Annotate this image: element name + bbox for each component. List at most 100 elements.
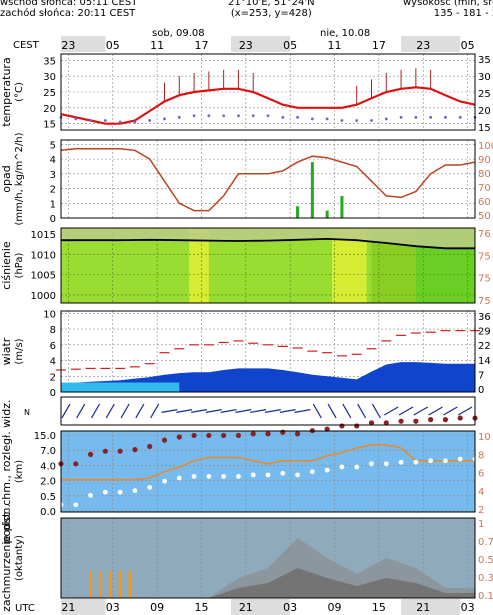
cloud-top-point [117,448,123,454]
y-tick-label: 4.0 [40,461,56,472]
cloud-base-point [324,467,330,473]
top-hour-tick: 11 [150,39,164,52]
y-tick-label-right: 0.3 [478,573,493,584]
cloud-base-point [206,474,212,479]
sun-info: wschód słońca: 05:11 CEST zachód słońca:… [0,0,137,19]
y-tick-label: 1000 [31,291,56,302]
y-tick-label-right: 20 [478,106,491,117]
dewpoint-point [370,119,373,122]
y-tick-label-right: 2 [478,505,484,516]
y-axis-unit: (°C) [14,82,25,102]
panel-border [60,139,476,219]
wind-arrow [413,406,429,416]
dewpoint-point [429,115,433,119]
bottom-hour-tick: 21 [61,601,75,614]
night-band [401,599,461,615]
y-tick-label-right: 6 [478,469,484,480]
y-tick-label-right: 76 [478,229,491,240]
cloud-top-point [383,420,389,426]
cloud-top-point [87,451,94,457]
cloud-base-point [221,474,227,479]
cloud-top-point [457,415,463,421]
y-axis-label: ciśnienie [0,241,13,290]
wind-arrow [161,409,178,413]
y-axis-unit: (hPa) [14,252,25,278]
top-hour-tick: 17 [372,39,386,52]
cloud-base-point [147,485,153,490]
cloud-top-point [102,448,108,454]
cloud-top-point [428,417,434,423]
wind-arrow [135,403,145,419]
cloud-low-bar [89,571,93,598]
wind-fill-light [61,382,180,392]
bottom-hour-tick: 15 [372,601,386,614]
panel-border [60,310,476,393]
cloud-top-point [368,420,375,426]
night-band [401,36,461,52]
wind-arrow [383,406,399,416]
day1-label: sob, 09.08 [152,28,205,39]
wind-arrow [76,403,86,419]
panel-border [60,517,476,599]
bottom-hour-tick: 03 [106,601,120,614]
wind-arrow [120,403,130,419]
cloud-top-point [324,426,330,432]
cloud-top-point [294,431,301,437]
dewpoint-point [281,115,285,119]
cloud-base-point [191,474,197,479]
wind-arrow [428,406,443,416]
top-hour-tick: 05 [461,39,475,52]
panel-background [61,140,475,218]
y-tick-label: 7.0 [40,446,56,457]
precip-bar [310,162,314,218]
night-band [61,599,106,615]
y-tick-label-right: 15 [478,123,491,134]
wind-arrow [342,403,352,419]
precip-bar [340,195,344,218]
y-tick-label-right: 90 [478,155,491,166]
night-band [61,36,106,52]
cloud-base-point [102,489,108,495]
cloud-base-point [73,502,79,508]
cloud-base-point [398,459,404,465]
y-tick-label: 6 [50,341,56,352]
dewpoint-point [133,120,137,124]
y-tick-label: 30 [43,72,56,83]
night-band [231,36,291,52]
cloud-base-point [413,459,419,465]
bottom-hour-tick: 09 [150,601,164,614]
cloud-base-point [295,472,300,478]
cloud-top-point [442,417,449,423]
y-tick-label: 0 [50,214,56,225]
dewpoint-point [355,119,359,122]
wind-arrow [205,409,222,413]
coordinates-grid: (x=253, y=428) [230,8,312,19]
y-tick-label-right: 4 [478,487,484,498]
dewpoint-point [310,117,314,121]
y-tick-label-right: 80 [478,169,491,180]
panel-border [60,430,476,513]
sunrise-text: wschód słońca: 05:11 CEST [0,0,138,8]
wind-arrow [150,403,160,419]
cloud-base-point [457,456,463,462]
y-tick-label: 20 [43,104,56,115]
visibility-line [61,444,475,481]
wind-arrow [235,409,252,413]
dewpoint-point [266,114,270,118]
y-tick-label-right: 10 [478,432,491,443]
wind-arrow [457,406,473,416]
dewpoint-point [384,117,388,121]
cloud-top-point [235,432,242,439]
utc-label: UTC [15,603,35,614]
y-tick-label-right: 30 [478,72,491,83]
wind-arrow [371,403,381,419]
y-tick-label: 4 [50,155,56,166]
y-tick-label: 25 [43,88,56,99]
bottom-hour-tick: 21 [239,601,253,614]
bottom-hour-tick: 03 [461,601,475,614]
y-tick-label-right: 75 [478,251,491,262]
y-tick-label: 1 [50,199,56,210]
dewpoint-point [414,115,418,119]
cloud-top-point [161,437,168,443]
